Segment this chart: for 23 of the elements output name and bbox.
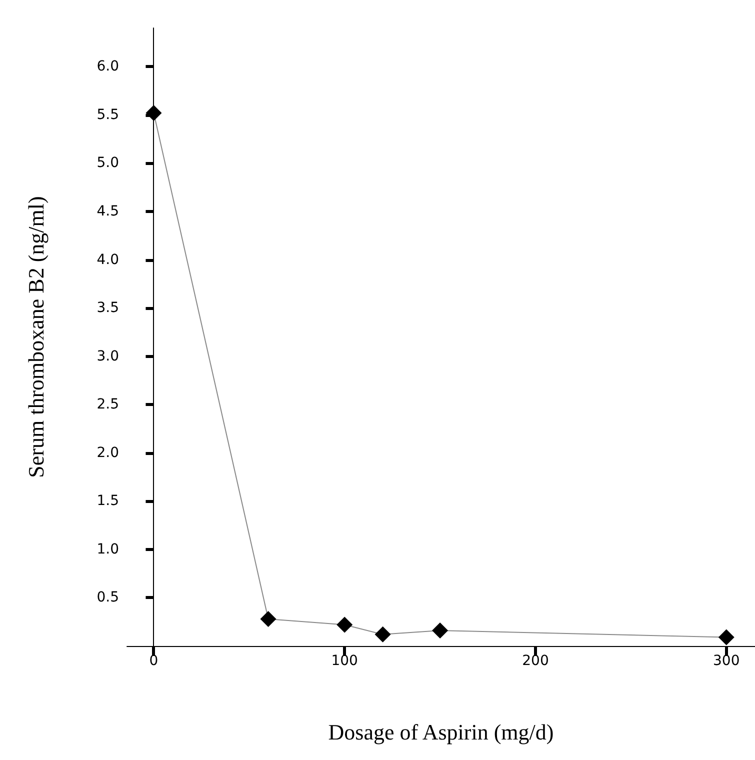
point bbox=[374, 626, 391, 642]
x-axis-title: Dosage of Aspirin (mg/d) bbox=[328, 720, 554, 744]
y-tick-label: 4.5 bbox=[96, 203, 119, 220]
y-tick-label: 1.0 bbox=[96, 541, 119, 558]
x-tick-label: 200 bbox=[522, 653, 549, 669]
point bbox=[146, 104, 162, 121]
y-tick-label: 6.0 bbox=[96, 58, 119, 75]
point bbox=[336, 616, 353, 633]
y-tick-label: 2.0 bbox=[96, 444, 119, 461]
y-tick-label: 5.5 bbox=[96, 106, 119, 123]
y-axis-title: Serum thromboxane B2 (ng/ml) bbox=[24, 196, 48, 478]
y-tick-label: 3.0 bbox=[96, 348, 119, 364]
x-tick-label: 100 bbox=[331, 653, 358, 669]
y-tick-label: 2.5 bbox=[96, 396, 119, 413]
point bbox=[260, 610, 276, 627]
y-tick-label: 5.0 bbox=[96, 155, 119, 172]
y-tick-label: 1.5 bbox=[96, 493, 119, 510]
y-tick-label: 4.0 bbox=[96, 252, 119, 268]
x-tick-label: 300 bbox=[713, 653, 740, 669]
y-tick-label: 0.5 bbox=[96, 590, 119, 606]
point bbox=[432, 622, 448, 639]
point bbox=[718, 629, 734, 646]
y-tick-label: 3.5 bbox=[96, 300, 119, 316]
